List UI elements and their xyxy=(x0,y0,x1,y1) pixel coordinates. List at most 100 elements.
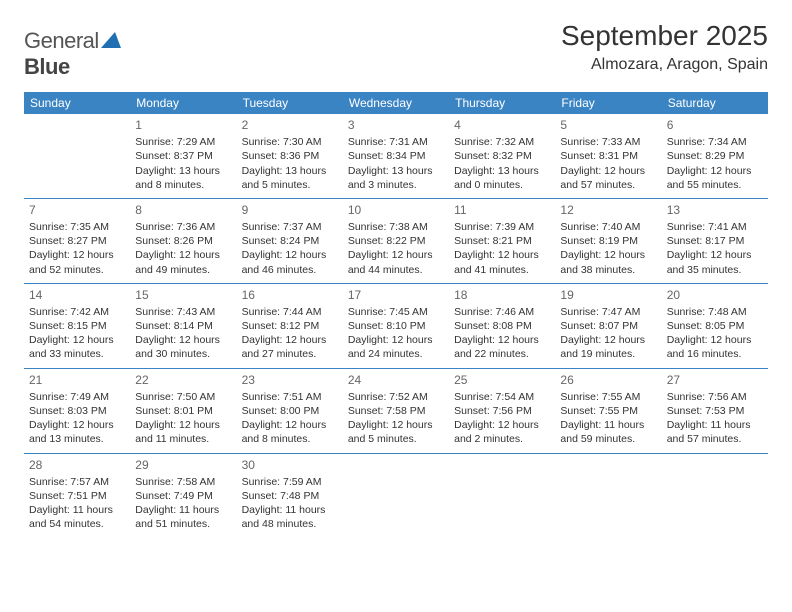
daylight-text: Daylight: 12 hours and 41 minutes. xyxy=(454,248,550,276)
daylight-text: Daylight: 12 hours and 46 minutes. xyxy=(242,248,338,276)
sunset-text: Sunset: 7:56 PM xyxy=(454,404,550,418)
day-cell: 12Sunrise: 7:40 AMSunset: 8:19 PMDayligh… xyxy=(555,199,661,283)
day-number: 24 xyxy=(348,372,444,388)
day-cell: 3 Sunrise: 7:31 AMSunset: 8:34 PMDaylight… xyxy=(343,114,449,198)
sunrise-text: Sunrise: 7:54 AM xyxy=(454,390,550,404)
sunset-text: Sunset: 8:36 PM xyxy=(242,149,338,163)
sunrise-text: Sunrise: 7:33 AM xyxy=(560,135,656,149)
sunset-text: Sunset: 8:14 PM xyxy=(135,319,231,333)
day-cell: 25 Sunrise: 7:54 AMSunset: 7:56 PMDayligh… xyxy=(449,369,555,453)
day-number: 22 xyxy=(135,372,231,388)
day-number: 25 xyxy=(454,372,550,388)
day-cell: 30Sunrise: 7:59 AMSunset: 7:48 PMDayligh… xyxy=(237,454,343,538)
daylight-text: Daylight: 12 hours and 49 minutes. xyxy=(135,248,231,276)
sunset-text: Sunset: 8:22 PM xyxy=(348,234,444,248)
sunset-text: Sunset: 8:27 PM xyxy=(29,234,125,248)
dayhead-wed: Wednesday xyxy=(343,92,449,114)
sunrise-text: Sunrise: 7:38 AM xyxy=(348,220,444,234)
daylight-text: Daylight: 12 hours and 33 minutes. xyxy=(29,333,125,361)
day-cell: 19Sunrise: 7:47 AMSunset: 8:07 PMDayligh… xyxy=(555,284,661,368)
day-number: 20 xyxy=(667,287,763,303)
daylight-text: Daylight: 11 hours and 57 minutes. xyxy=(667,418,763,446)
sunset-text: Sunset: 8:03 PM xyxy=(29,404,125,418)
sunrise-text: Sunrise: 7:29 AM xyxy=(135,135,231,149)
day-number: 28 xyxy=(29,457,125,473)
sunrise-text: Sunrise: 7:32 AM xyxy=(454,135,550,149)
sunset-text: Sunset: 8:37 PM xyxy=(135,149,231,163)
sunset-text: Sunset: 8:34 PM xyxy=(348,149,444,163)
daylight-text: Daylight: 12 hours and 2 minutes. xyxy=(454,418,550,446)
day-number: 18 xyxy=(454,287,550,303)
logo-text-2: Blue xyxy=(24,54,70,79)
day-number: 8 xyxy=(135,202,231,218)
day-cell xyxy=(555,454,661,538)
day-number: 11 xyxy=(454,202,550,218)
sunset-text: Sunset: 8:26 PM xyxy=(135,234,231,248)
daylight-text: Daylight: 12 hours and 57 minutes. xyxy=(560,164,656,192)
day-cell: 28Sunrise: 7:57 AMSunset: 7:51 PMDayligh… xyxy=(24,454,130,538)
daylight-text: Daylight: 12 hours and 55 minutes. xyxy=(667,164,763,192)
sunset-text: Sunset: 7:53 PM xyxy=(667,404,763,418)
dayhead-mon: Monday xyxy=(130,92,236,114)
day-number: 2 xyxy=(242,117,338,133)
sunset-text: Sunset: 7:58 PM xyxy=(348,404,444,418)
weeks-container: 1Sunrise: 7:29 AMSunset: 8:37 PMDaylight… xyxy=(24,114,768,537)
day-header-row: Sunday Monday Tuesday Wednesday Thursday… xyxy=(24,92,768,114)
day-cell: 2Sunrise: 7:30 AMSunset: 8:36 PMDaylight… xyxy=(237,114,343,198)
day-cell: 4Sunrise: 7:32 AMSunset: 8:32 PMDaylight… xyxy=(449,114,555,198)
sunset-text: Sunset: 8:32 PM xyxy=(454,149,550,163)
day-cell xyxy=(449,454,555,538)
day-number: 19 xyxy=(560,287,656,303)
week-row: 21Sunrise: 7:49 AMSunset: 8:03 PMDayligh… xyxy=(24,369,768,454)
day-number: 4 xyxy=(454,117,550,133)
sunset-text: Sunset: 8:00 PM xyxy=(242,404,338,418)
sunset-text: Sunset: 8:31 PM xyxy=(560,149,656,163)
day-number: 26 xyxy=(560,372,656,388)
sunrise-text: Sunrise: 7:52 AM xyxy=(348,390,444,404)
daylight-text: Daylight: 12 hours and 16 minutes. xyxy=(667,333,763,361)
daylight-text: Daylight: 13 hours and 8 minutes. xyxy=(135,164,231,192)
sunrise-text: Sunrise: 7:40 AM xyxy=(560,220,656,234)
day-cell: 10Sunrise: 7:38 AMSunset: 8:22 PMDayligh… xyxy=(343,199,449,283)
month-title: September 2025 xyxy=(561,20,768,52)
sunrise-text: Sunrise: 7:59 AM xyxy=(242,475,338,489)
sunrise-text: Sunrise: 7:46 AM xyxy=(454,305,550,319)
day-number: 21 xyxy=(29,372,125,388)
day-cell xyxy=(343,454,449,538)
day-cell: 18Sunrise: 7:46 AMSunset: 8:08 PMDayligh… xyxy=(449,284,555,368)
sunset-text: Sunset: 7:55 PM xyxy=(560,404,656,418)
daylight-text: Daylight: 13 hours and 3 minutes. xyxy=(348,164,444,192)
daylight-text: Daylight: 12 hours and 35 minutes. xyxy=(667,248,763,276)
day-number: 3 xyxy=(348,117,444,133)
day-number: 13 xyxy=(667,202,763,218)
logo-text: General Blue xyxy=(24,28,121,80)
dayhead-sun: Sunday xyxy=(24,92,130,114)
day-number: 7 xyxy=(29,202,125,218)
sunset-text: Sunset: 8:24 PM xyxy=(242,234,338,248)
sunrise-text: Sunrise: 7:31 AM xyxy=(348,135,444,149)
daylight-text: Daylight: 12 hours and 5 minutes. xyxy=(348,418,444,446)
daylight-text: Daylight: 12 hours and 24 minutes. xyxy=(348,333,444,361)
week-row: 1Sunrise: 7:29 AMSunset: 8:37 PMDaylight… xyxy=(24,114,768,199)
daylight-text: Daylight: 11 hours and 59 minutes. xyxy=(560,418,656,446)
title-block: September 2025 Almozara, Aragon, Spain xyxy=(561,20,768,74)
sunrise-text: Sunrise: 7:37 AM xyxy=(242,220,338,234)
sunrise-text: Sunrise: 7:55 AM xyxy=(560,390,656,404)
daylight-text: Daylight: 12 hours and 38 minutes. xyxy=(560,248,656,276)
sunrise-text: Sunrise: 7:57 AM xyxy=(29,475,125,489)
day-number: 5 xyxy=(560,117,656,133)
sunset-text: Sunset: 8:05 PM xyxy=(667,319,763,333)
day-number: 9 xyxy=(242,202,338,218)
daylight-text: Daylight: 12 hours and 52 minutes. xyxy=(29,248,125,276)
day-number: 29 xyxy=(135,457,231,473)
sunrise-text: Sunrise: 7:44 AM xyxy=(242,305,338,319)
daylight-text: Daylight: 11 hours and 51 minutes. xyxy=(135,503,231,531)
day-number: 1 xyxy=(135,117,231,133)
sunrise-text: Sunrise: 7:41 AM xyxy=(667,220,763,234)
day-cell: 13Sunrise: 7:41 AMSunset: 8:17 PMDayligh… xyxy=(662,199,768,283)
day-cell xyxy=(24,114,130,198)
sunset-text: Sunset: 8:08 PM xyxy=(454,319,550,333)
sunset-text: Sunset: 7:51 PM xyxy=(29,489,125,503)
day-cell: 11Sunrise: 7:39 AMSunset: 8:21 PMDayligh… xyxy=(449,199,555,283)
day-cell: 6Sunrise: 7:34 AMSunset: 8:29 PMDaylight… xyxy=(662,114,768,198)
